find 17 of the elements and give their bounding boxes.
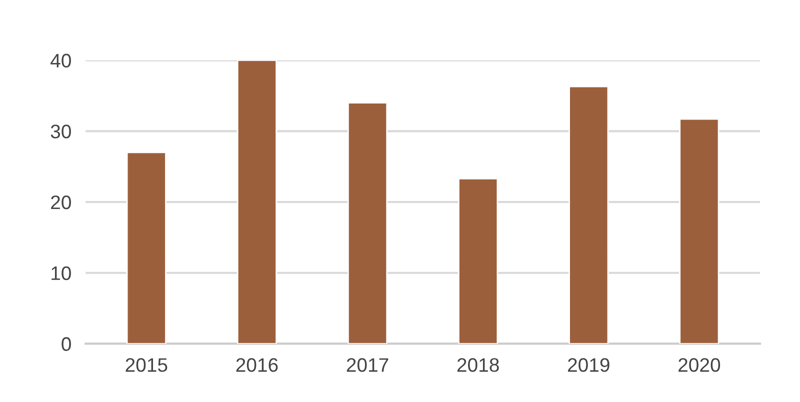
x-tick-label: 2020 bbox=[678, 358, 720, 372]
y-tick-label: 30 bbox=[50, 124, 71, 138]
bar bbox=[568, 86, 609, 344]
x-tick-label: 2016 bbox=[236, 358, 278, 372]
bar bbox=[347, 102, 388, 344]
bar bbox=[679, 118, 720, 344]
x-tick-label: 2019 bbox=[568, 358, 610, 372]
x-tick-label: 2018 bbox=[457, 358, 499, 372]
bar bbox=[126, 152, 166, 344]
y-tick-label: 0 bbox=[62, 337, 71, 351]
x-tick-label: 2015 bbox=[126, 358, 168, 372]
y-tick-label: 20 bbox=[51, 195, 71, 210]
bar bbox=[236, 60, 278, 344]
y-tick-label: 10 bbox=[52, 266, 71, 280]
bar bbox=[458, 178, 498, 344]
x-tick-label: 2017 bbox=[346, 358, 388, 372]
y-tick-label: 40 bbox=[50, 54, 71, 68]
